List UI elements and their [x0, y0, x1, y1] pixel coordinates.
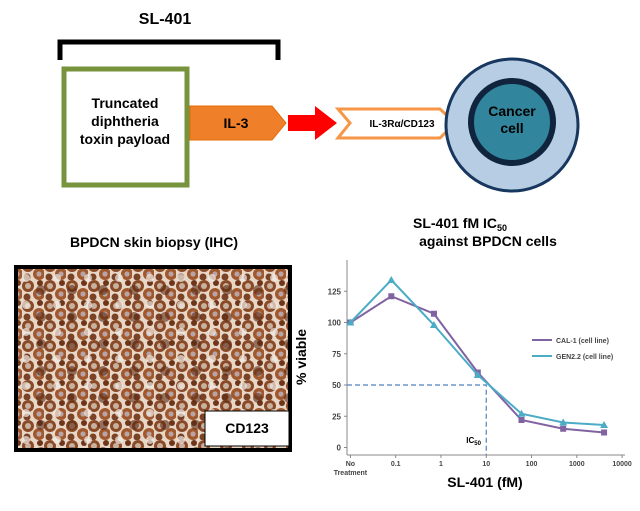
marker [387, 276, 396, 283]
payload-text: Truncated [92, 95, 159, 111]
ligand-label: IL-3 [224, 115, 249, 131]
x-tick-label: 10000 [612, 461, 632, 468]
cell-label: Cancer [488, 103, 536, 119]
x-tick-label: 0.1 [391, 461, 401, 468]
y-tick-label: 75 [332, 350, 341, 359]
title: SL-401 [139, 11, 192, 28]
biopsy-label: CD123 [225, 420, 269, 436]
reference-label: IC50 [466, 436, 481, 447]
binding-arrow [288, 106, 337, 140]
biopsy-title: BPDCN skin biopsy (IHC) [70, 234, 238, 250]
reference-line [347, 384, 487, 455]
chart-title-text: SL-401 fM IC [413, 215, 497, 231]
series-line [349, 278, 605, 426]
y-tick-label: 125 [328, 287, 342, 296]
label-box [204, 410, 290, 447]
payload-text: diphtheria [91, 113, 159, 129]
receptor-label: IL-3Rα/CD123 [369, 119, 434, 130]
x-tick-label: 10 [482, 461, 490, 468]
y-tick-label: 0 [337, 444, 342, 453]
reference-label-subscript: 50 [474, 441, 481, 447]
chart-title-subscript: 50 [497, 223, 507, 233]
x-tick-label: 1000 [569, 461, 585, 468]
x-tick-label-line: Treatment [334, 470, 368, 477]
legend-label: CAL-1 (cell line) [556, 338, 609, 345]
marker [600, 421, 609, 428]
marker [517, 409, 526, 417]
marker [346, 318, 355, 326]
reference-label-text: IC [466, 436, 474, 445]
x-tick-label-line: No [346, 461, 355, 468]
marker [601, 429, 608, 436]
marker [430, 310, 437, 317]
x-tick-label: No Treatment [334, 461, 368, 477]
y-tick-label: 100 [328, 319, 342, 328]
x-tick-label: 1 [439, 461, 443, 468]
marker [559, 418, 568, 426]
marker [560, 425, 567, 432]
marker [473, 371, 482, 378]
y-tick-label: 25 [332, 412, 341, 421]
chart-subtitle: against BPDCN cells [419, 233, 557, 249]
marker [518, 417, 525, 423]
marker [429, 321, 438, 328]
marker [388, 293, 395, 300]
x-axis-label: SL-401 (fM) [447, 474, 522, 490]
y-axis-label: % viable [293, 329, 309, 385]
series-line [349, 295, 605, 434]
payload-box [61, 66, 190, 188]
y-tick-label: 50 [332, 381, 341, 390]
receptor-arrow [334, 107, 458, 140]
cell-inner [468, 78, 556, 166]
chart-title: SL-401 fM IC50 [413, 215, 507, 233]
legend-label: GEN2.2 (cell line) [556, 354, 613, 361]
cell-label: cell [500, 120, 523, 136]
payload-text: toxin payload [80, 131, 170, 147]
ligand-arrow [189, 105, 287, 141]
x-tick-label: 100 [526, 461, 538, 468]
bracket [57, 39, 281, 60]
